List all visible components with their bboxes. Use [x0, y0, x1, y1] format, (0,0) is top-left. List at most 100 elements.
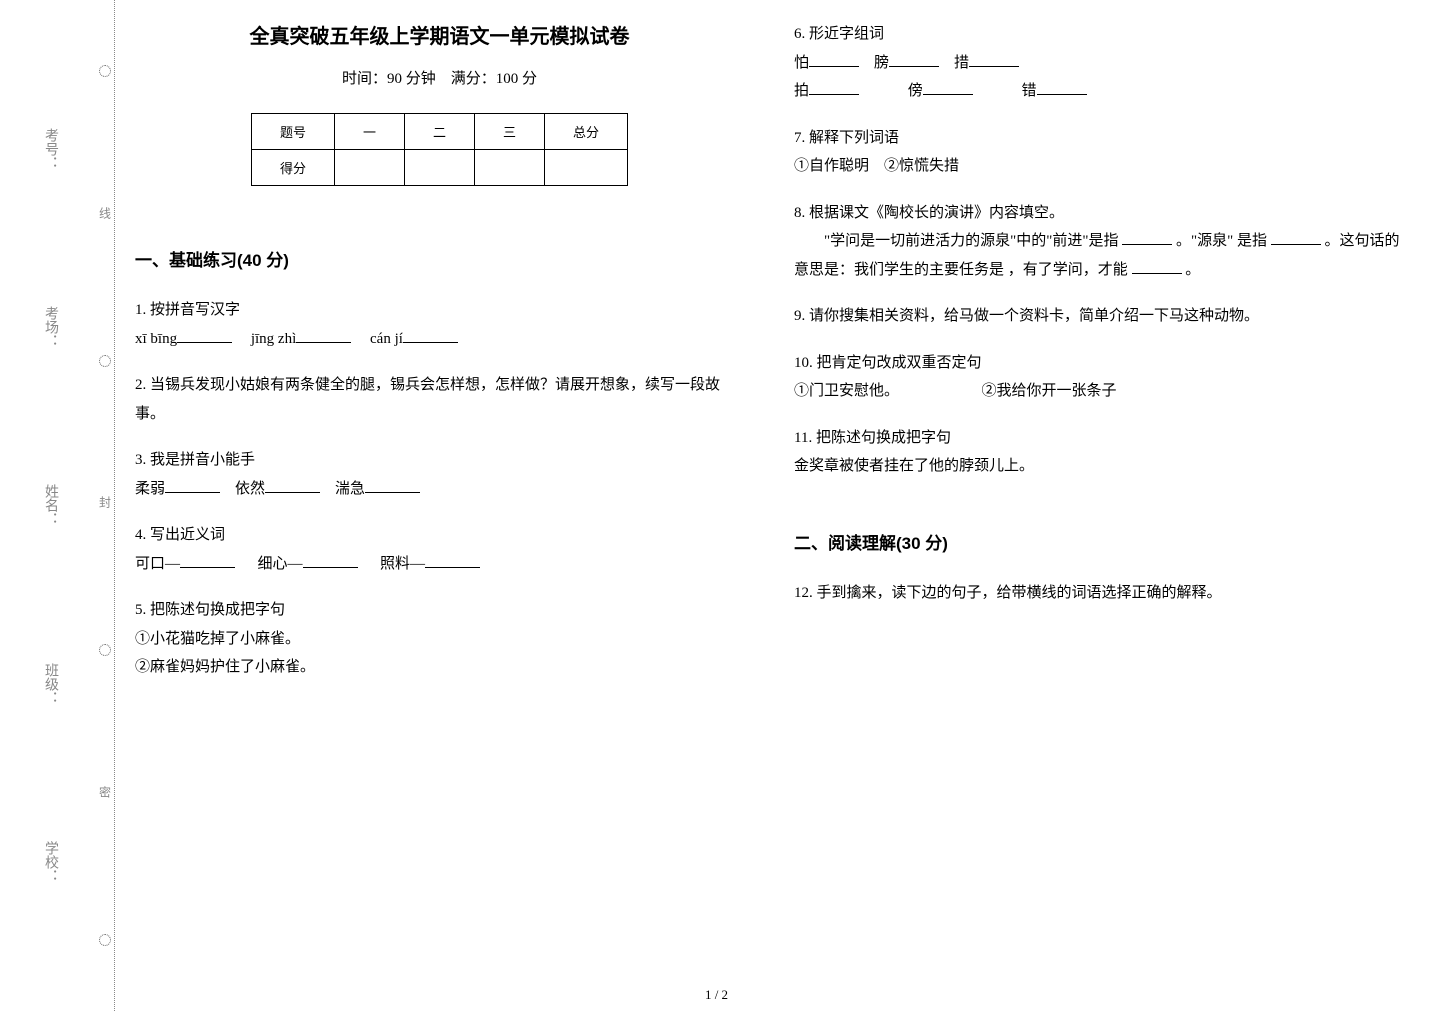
q-label: 4. 写出近义词	[135, 521, 744, 550]
table-row: 得分	[251, 150, 627, 186]
question-8: 8. 根据课文《陶校长的演讲》内容填空。 "学问是一切前进活力的源泉"中的"前进…	[794, 199, 1403, 285]
blank	[177, 328, 232, 343]
score-table: 题号 一 二 三 总分 得分	[251, 113, 628, 186]
q-label: 6. 形近字组词	[794, 20, 1403, 49]
question-12: 12. 手到擒来，读下边的句子，给带横线的词语选择正确的解释。	[794, 579, 1403, 608]
word: 柔弱	[135, 481, 165, 497]
q-label: 11. 把陈述句换成把字句	[794, 424, 1403, 453]
q-body: ①门卫安慰他。 ②我给你开一张条子	[794, 377, 1403, 406]
exam-subtitle: 时间：90 分钟 满分：100 分	[135, 67, 744, 88]
question-9: 9. 请你搜集相关资料，给马做一个资料卡，简单介绍一下马这种动物。	[794, 302, 1403, 331]
char: 拍	[794, 83, 809, 99]
binding-labels: 考号： 考场： 姓名： 班级： 学校：	[35, 0, 65, 1011]
section-1-head: 一、基础练习(40 分)	[135, 246, 744, 271]
blank	[809, 80, 859, 95]
td: 得分	[251, 150, 334, 186]
question-4: 4. 写出近义词 可口— 细心— 照料—	[135, 521, 744, 578]
word: 依然	[235, 481, 265, 497]
binding-label: 考号：	[40, 128, 60, 170]
blank	[403, 328, 458, 343]
char: 错	[1022, 83, 1037, 99]
question-3: 3. 我是拼音小能手 柔弱 依然 湍急	[135, 446, 744, 503]
right-column: 6. 形近字组词 怕 膀 措 拍 傍 错 7. 解释下列词语 ①自作聪明 ②惊慌…	[794, 20, 1403, 981]
question-1: 1. 按拼音写汉字 xī bīng jīng zhì cán jí	[135, 296, 744, 353]
blank	[1037, 80, 1087, 95]
question-5: 5. 把陈述句换成把字句 ①小花猫吃掉了小麻雀。 ②麻雀妈妈护住了小麻雀。	[135, 596, 744, 682]
word: 可口—	[135, 556, 180, 572]
binding-dotted-column: 线 封 密	[95, 0, 115, 1011]
th: 一	[334, 114, 404, 150]
q-body: 金奖章被使者挂在了他的脖颈儿上。	[794, 452, 1403, 481]
td	[404, 150, 474, 186]
blank	[365, 478, 420, 493]
blank	[809, 52, 859, 67]
blank	[303, 553, 358, 568]
table-row: 题号 一 二 三 总分	[251, 114, 627, 150]
binding-label: 考场：	[40, 306, 60, 348]
blank	[265, 478, 320, 493]
char: 膀	[874, 55, 889, 71]
pinyin: jīng zhì	[251, 331, 296, 347]
td	[334, 150, 404, 186]
question-7: 7. 解释下列词语 ①自作聪明 ②惊慌失措	[794, 124, 1403, 181]
char: 怕	[794, 55, 809, 71]
word: 细心—	[258, 556, 303, 572]
q-item: ②麻雀妈妈护住了小麻雀。	[135, 653, 744, 682]
circle-mark-icon	[99, 934, 111, 946]
blank	[425, 553, 480, 568]
circle-mark-icon	[99, 644, 111, 656]
th: 三	[475, 114, 545, 150]
q-item: ①门卫安慰他。	[794, 383, 899, 399]
q-body: 可口— 细心— 照料—	[135, 550, 744, 579]
td	[545, 150, 628, 186]
q-row: 怕 膀 措	[794, 49, 1403, 78]
q-label: 8. 根据课文《陶校长的演讲》内容填空。	[794, 199, 1403, 228]
blank	[1271, 230, 1321, 245]
left-column: 全真突破五年级上学期语文一单元模拟试卷 时间：90 分钟 满分：100 分 题号…	[135, 20, 744, 981]
question-6: 6. 形近字组词 怕 膀 措 拍 傍 错	[794, 20, 1403, 106]
binding-mark: 线	[97, 207, 114, 225]
pinyin: cán jí	[370, 331, 403, 347]
question-11: 11. 把陈述句换成把字句 金奖章被使者挂在了他的脖颈儿上。	[794, 424, 1403, 481]
th: 二	[404, 114, 474, 150]
blank	[1122, 230, 1172, 245]
binding-label: 学校：	[40, 841, 60, 883]
binding-label: 班级：	[40, 663, 60, 705]
pinyin: xī bīng	[135, 331, 177, 347]
blank	[180, 553, 235, 568]
circle-mark-icon	[99, 65, 111, 77]
q-body: "学问是一切前进活力的源泉"中的"前进"是指 。"源泉" 是指 。这句话的意思是…	[794, 227, 1403, 284]
th: 题号	[251, 114, 334, 150]
q-label: 1. 按拼音写汉字	[135, 296, 744, 325]
blank	[1132, 259, 1182, 274]
q-row: 拍 傍 错	[794, 77, 1403, 106]
q-label: 10. 把肯定句改成双重否定句	[794, 349, 1403, 378]
binding-label: 姓名：	[40, 484, 60, 526]
q-body: xī bīng jīng zhì cán jí	[135, 325, 744, 354]
question-2: 2. 当锡兵发现小姑娘有两条健全的腿，锡兵会怎样想，怎样做？请展开想象，续写一段…	[135, 371, 744, 428]
text: 。	[1185, 262, 1200, 278]
circle-mark-icon	[99, 355, 111, 367]
exam-title: 全真突破五年级上学期语文一单元模拟试卷	[135, 20, 744, 49]
blank	[165, 478, 220, 493]
q-body: ①自作聪明 ②惊慌失措	[794, 152, 1403, 181]
char: 措	[954, 55, 969, 71]
char: 傍	[908, 83, 923, 99]
q-item: ②我给你开一张条子	[982, 383, 1117, 399]
q-item: ①小花猫吃掉了小麻雀。	[135, 625, 744, 654]
blank	[969, 52, 1019, 67]
word: 照料—	[380, 556, 425, 572]
q-body: 柔弱 依然 湍急	[135, 475, 744, 504]
q-label: 5. 把陈述句换成把字句	[135, 596, 744, 625]
blank	[296, 328, 351, 343]
question-10: 10. 把肯定句改成双重否定句 ①门卫安慰他。 ②我给你开一张条子	[794, 349, 1403, 406]
q-label: 3. 我是拼音小能手	[135, 446, 744, 475]
binding-mark: 密	[97, 786, 114, 804]
binding-mark: 封	[97, 496, 114, 514]
q-label: 7. 解释下列词语	[794, 124, 1403, 153]
content: 全真突破五年级上学期语文一单元模拟试卷 时间：90 分钟 满分：100 分 题号…	[135, 20, 1403, 981]
word: 湍急	[335, 481, 365, 497]
td	[475, 150, 545, 186]
page-number: 1 / 2	[705, 987, 728, 1003]
th: 总分	[545, 114, 628, 150]
